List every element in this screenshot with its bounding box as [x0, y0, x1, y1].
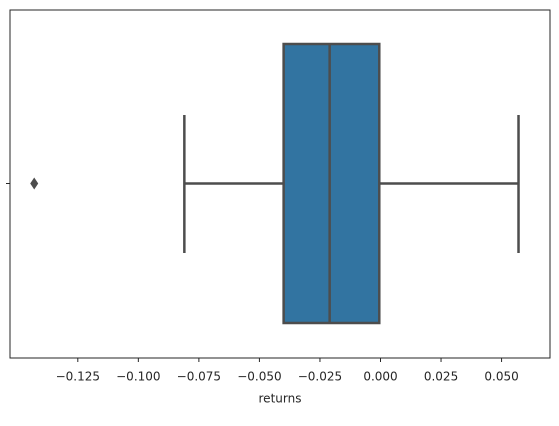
x-tick-label: −0.050: [237, 370, 281, 384]
x-tick-label: −0.075: [177, 370, 221, 384]
box: [282, 42, 381, 325]
x-tick-label: 0.050: [484, 370, 518, 384]
x-tick-label: −0.125: [56, 370, 100, 384]
x-tick-label: 0.025: [424, 370, 458, 384]
outlier: [30, 177, 39, 190]
x-tick-label: −0.100: [116, 370, 160, 384]
x-axis-label: returns: [259, 392, 302, 406]
x-tick-label: 0.000: [363, 370, 397, 384]
x-tick-label: −0.025: [298, 370, 342, 384]
